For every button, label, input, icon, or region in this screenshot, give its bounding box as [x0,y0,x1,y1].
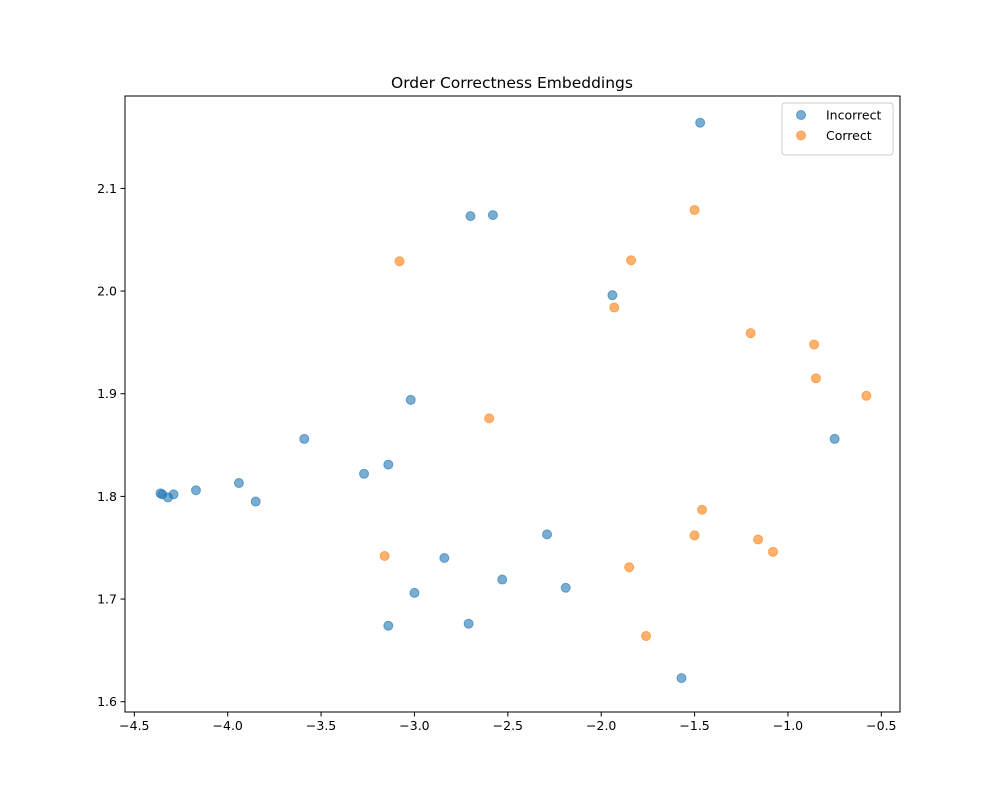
point-incorrect-18 [497,574,508,585]
point-incorrect-13 [162,492,173,503]
point-correct-12 [768,546,779,557]
point-incorrect-9 [233,478,244,489]
chart-title: Order Correctness Embeddings [391,74,633,92]
plot-area-frame [124,95,901,713]
point-incorrect-8 [359,468,370,479]
point-incorrect-5 [299,433,310,444]
point-incorrect-23 [676,673,687,684]
y-tick-label: 1.8 [97,489,117,504]
point-incorrect-3 [607,290,618,301]
point-incorrect-1 [465,211,476,222]
y-tick-label: 2.1 [97,181,117,196]
point-correct-14 [624,562,635,573]
x-tick-label: −3.0 [399,718,429,733]
point-incorrect-14 [190,485,201,496]
y-tick-label: 1.9 [97,386,117,401]
point-correct-13 [379,550,390,561]
x-tick-label: −3.5 [306,718,336,733]
point-correct-2 [626,255,637,266]
point-incorrect-17 [439,553,450,563]
point-incorrect-7 [383,459,394,470]
legend-label-incorrect: Incorrect [826,108,881,123]
point-incorrect-4 [405,394,416,405]
point-incorrect-2 [487,210,498,221]
point-correct-7 [861,390,872,401]
points-layer [155,117,872,684]
point-incorrect-22 [463,618,474,629]
point-correct-3 [609,302,620,313]
legend-label-correct: Correct [826,128,872,143]
y-tick-label: 1.7 [97,592,117,607]
legend-marker-incorrect [796,110,806,120]
x-tick-label: −2.0 [586,718,616,733]
point-incorrect-16 [542,529,553,540]
point-correct-9 [697,504,708,515]
point-correct-4 [745,328,756,339]
x-tick-label: −1.0 [773,718,803,733]
x-tick-label: −4.5 [119,718,149,733]
point-incorrect-6 [829,433,840,444]
x-tick-label: −1.5 [679,718,709,733]
point-incorrect-19 [560,582,571,593]
point-incorrect-20 [409,587,420,598]
y-tick-label: 2.0 [97,284,117,299]
point-incorrect-0 [695,117,706,128]
point-correct-8 [484,413,495,424]
point-correct-5 [809,339,820,350]
x-tick-label: −2.5 [493,718,523,733]
point-correct-10 [689,530,700,541]
x-tick-label: −0.5 [866,718,896,733]
legend-marker-correct [796,130,806,141]
point-correct-6 [810,373,821,384]
legend: Incorrect Correct [781,102,894,156]
axis-ticks: −4.5 −4.0 −3.5 −3.0 −2.5 −2.0 −1.5 −1.0 −0.5 1.6 1… [97,181,896,733]
point-incorrect-21 [383,620,394,631]
point-correct-0 [689,204,700,215]
legend-box [781,102,894,156]
x-tick-label: −4.0 [213,718,243,733]
point-correct-15 [641,631,652,642]
point-incorrect-15 [250,496,261,507]
point-correct-1 [394,256,405,267]
point-correct-11 [753,534,764,545]
y-tick-label: 1.6 [97,694,117,709]
